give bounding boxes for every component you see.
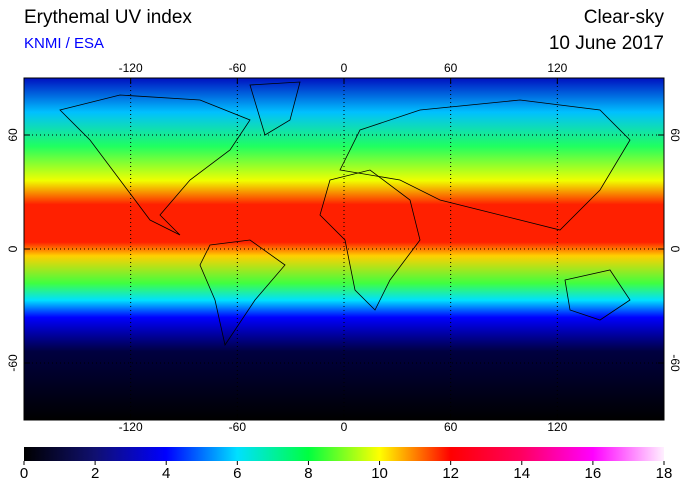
colorbar-tick-label: 16 [585,465,602,482]
x-tick-label: 60 [444,420,458,434]
y-tick-label: -60 [6,354,20,372]
x-tick-label: 60 [444,61,458,75]
y-tick-label: 60 [6,128,20,142]
title: Erythemal UV index [24,7,192,28]
colorbar-tick-label: 4 [162,465,170,482]
colorbar-tick-label: 12 [442,465,459,482]
subtitle: KNMI / ESA [24,35,104,52]
x-tick-label: 0 [341,61,348,75]
coastlines [59,81,631,347]
colorbar-tick-label: 10 [371,465,388,482]
colorbar-tick-label: 18 [656,465,673,482]
x-tick-label: -60 [229,61,247,75]
x-tick-label: 120 [547,61,567,75]
x-tick-label: 120 [547,420,567,434]
colorbar-tick-label: 0 [20,465,28,482]
colorbar-tick-label: 8 [304,465,312,482]
colorbar-tick-label: 6 [233,465,241,482]
y-tick-label: 60 [668,128,682,142]
x-tick-label: -120 [119,61,143,75]
y-tick-label: 0 [6,245,20,252]
colorbar-tick-label: 2 [91,465,99,482]
x-tick-label: -60 [229,420,247,434]
condition: Clear-sky [584,7,665,28]
x-tick-label: -120 [119,420,143,434]
y-tick-label: 0 [668,246,682,253]
date: 10 June 2017 [549,33,664,54]
y-tick-label: -60 [668,354,682,372]
x-tick-label: 0 [341,420,348,434]
colorbar-tick-label: 14 [513,465,530,482]
colorbar [24,447,664,461]
